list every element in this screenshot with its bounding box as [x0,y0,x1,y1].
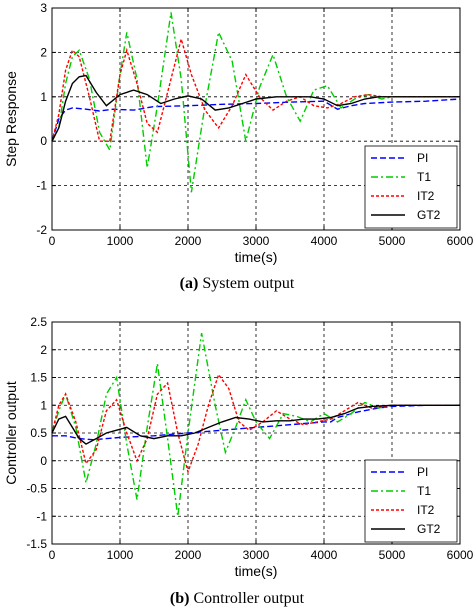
x-tick-label: 6000 [447,548,474,562]
series-line-t1 [51,332,460,517]
x-tick-label: 2000 [175,234,202,248]
legend-label-it2: IT2 [417,189,435,203]
x-tick-label: 4000 [311,234,338,248]
y-tick-label: 0 [40,454,47,468]
y-tick-label: -2 [36,223,47,237]
y-tick-label: -0.5 [26,482,47,496]
chart-controller-output: 0 1000 2000 3000 4000 5000 6000 -1.5 -1 -0.5 0 0.5 1… [3,315,474,579]
y-tick-label: -1 [36,179,47,193]
x-tick-label: 0 [49,548,56,562]
series-line-it2 [51,373,460,475]
x-tick-label: 4000 [311,548,338,562]
x-tick-label: 3000 [243,234,270,248]
caption-b-label: (b) [169,590,190,607]
legend-label-gt2: GT2 [417,522,441,536]
y-tick-label: 1 [40,90,47,104]
series-line-pi [51,98,461,142]
series-line-it2 [51,36,460,142]
y-tick-label: 2 [40,343,47,357]
y-tick-label: 2 [40,45,47,59]
y-tick-label: 1.5 [30,371,47,385]
series-line-t1 [51,12,460,193]
y-tick-label: -1.5 [26,537,47,551]
series-line-gt2 [51,404,460,445]
legend-label-pi: PI [417,151,428,165]
y-tick-label: 3 [40,1,47,15]
x-tick-label: 2000 [175,548,202,562]
legend-label-t1: T1 [417,484,431,498]
legend-label-t1: T1 [417,170,431,184]
y-tick-label: 2.5 [30,315,47,329]
caption-b: (b) Controller output [0,590,474,608]
y-tick-label: -1 [36,509,47,523]
y-tick-label: 0 [40,134,47,148]
x-tick-label: 5000 [379,548,406,562]
chart-system-output: 0 1000 2000 3000 4000 5000 6000 -2 -1 0 1 2 3 time(s)… [3,1,474,265]
x-tick-label: 1000 [107,548,134,562]
x-axis-label: time(s) [235,249,278,265]
x-tick-label: 6000 [447,234,474,248]
caption-a-label: (a) [179,275,199,292]
caption-b-text: Controller output [193,590,305,607]
x-tick-label: 5000 [379,234,406,248]
x-tick-label: 3000 [243,548,270,562]
legend-box [364,459,458,543]
y-tick-label: 1 [40,398,47,412]
caption-a-text: System output [202,275,295,292]
legend-label-it2: IT2 [417,503,435,517]
x-tick-label: 0 [49,234,56,248]
y-axis-label: Step Response [3,71,19,167]
y-tick-label: 0.5 [30,426,47,440]
legend-label-gt2: GT2 [417,208,441,222]
y-axis-label: Controller output [3,381,19,485]
series-line-gt2 [51,74,460,142]
caption-a: (a) System output [0,275,474,293]
x-axis-label: time(s) [235,563,278,579]
x-tick-label: 1000 [107,234,134,248]
legend-label-pi: PI [417,465,428,479]
